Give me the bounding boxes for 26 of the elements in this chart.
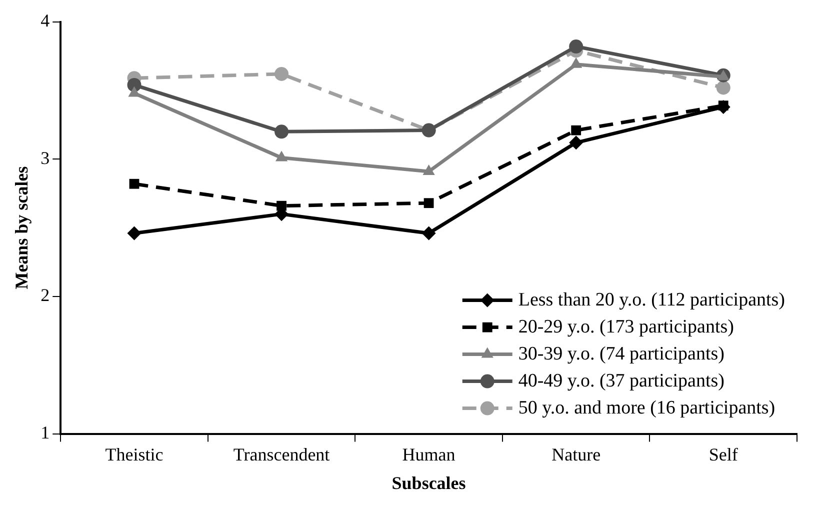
x-tick-label: Human [402, 444, 456, 464]
point [569, 136, 584, 150]
point [571, 125, 582, 136]
legend-label: 50 y.o. and more (16 participants) [518, 397, 776, 418]
point [129, 178, 140, 189]
x-tick-label: Nature [552, 444, 601, 464]
y-tick-label: 1 [40, 422, 50, 443]
x-tick-label: Theistic [105, 444, 164, 464]
legend-label: 20-29 y.o. (173 participants) [518, 316, 734, 338]
point [274, 124, 289, 139]
point [569, 40, 584, 54]
point [274, 66, 289, 81]
legend-label: Less than 20 y.o. (112 participants) [518, 289, 785, 310]
legend-label: 30-39 y.o. (74 participants) [518, 343, 724, 364]
point [424, 198, 434, 208]
x-axis-title: Subscales [392, 472, 466, 493]
x-tick-label: Transcendent [233, 444, 330, 464]
y-tick-label: 4 [40, 10, 50, 31]
point [716, 80, 730, 95]
y-tick-label: 3 [40, 148, 50, 168]
point [127, 226, 142, 240]
y-tick-label: 2 [40, 285, 50, 306]
x-tick-label: Self [708, 444, 738, 464]
y-axis-title: Means by scales [11, 166, 32, 290]
point [422, 226, 436, 240]
legend-label: 40-49 y.o. (37 participants) [518, 370, 724, 392]
